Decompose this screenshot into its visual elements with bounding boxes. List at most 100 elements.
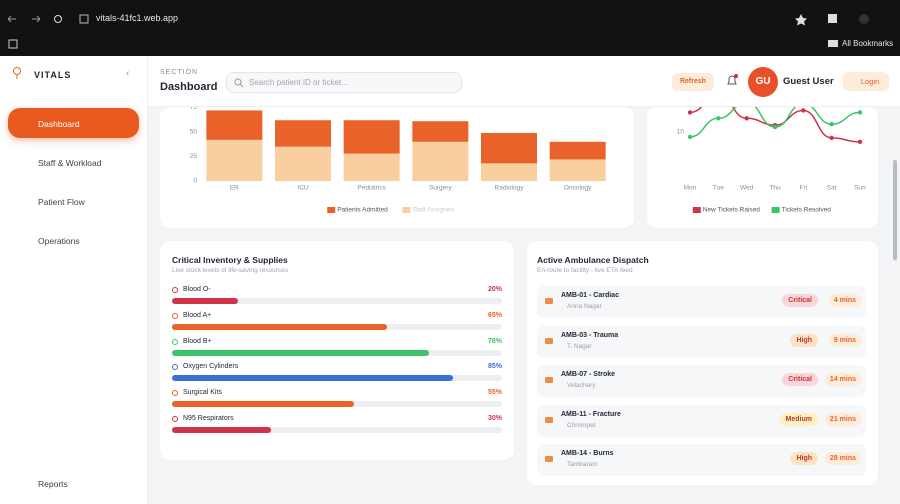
card-title: Critical Inventory & Supplies [172,255,288,265]
dispatch-row[interactable]: AMB-03 - Trauma T. Nagar High 9 mins [537,325,866,358]
url[interactable]: vitals-41fc1.web.app [96,13,179,23]
x-tick-label: ER [230,185,239,192]
scrollbar[interactable] [893,160,897,260]
item-name: Blood O- [183,286,211,293]
x-tick-label: Thu [769,185,781,192]
section-label: SECTION [160,69,199,76]
unit: AMB-01 - Cardiac [561,292,619,299]
nav-item[interactable]: Operations [38,236,80,246]
progress-track [172,298,502,304]
nav-item[interactable]: Patient Flow [38,197,85,207]
ambulance-icon [545,298,553,304]
dispatch-row[interactable]: AMB-14 - Burns Tambaram High 28 mins [537,444,866,477]
progress-track [172,323,502,330]
dispatch-row[interactable]: AMB-07 - Stroke Velachery Critical 14 mins [537,365,866,398]
point [744,116,749,121]
item-icon [172,312,178,319]
login-button[interactable]: Login [843,72,889,91]
item-percent: 55% [487,389,502,397]
point [716,116,721,121]
eta: 14 mins [824,373,861,387]
legend-label: New Tickets Raised [703,207,760,214]
x-tick-label: Pediatrics [357,185,386,192]
progress-fill [172,298,238,304]
search-placeholder: Search patient ID or ticket... [249,78,348,87]
point [857,139,863,144]
collapse[interactable]: ‹ [126,68,130,79]
bar-segment [275,120,331,147]
nav-item[interactable]: Dashboard [8,108,139,138]
point [857,110,863,115]
x-tick-label: Sun [854,185,866,192]
unit: AMB-14 - Burns [561,450,614,458]
progress-fill [172,427,271,433]
avatar[interactable]: GU [748,67,778,97]
area: T. Nagar [567,342,592,350]
point [772,124,778,130]
x-tick-label: Tue [713,185,724,192]
bell[interactable] [726,74,738,88]
item-icon [172,390,178,397]
browser-icons [7,14,869,49]
y-tick-label: 0 [193,178,197,185]
legend-label: Tickets Resolved [782,207,832,214]
sidebar: VITALS ‹ Reports Dashboard Staff & Worklo… [0,56,148,504]
y-tick-label: 25 [190,153,198,160]
progress-fill [172,401,354,408]
legend-swatch [692,207,701,213]
eta: 28 mins [824,452,861,466]
legend-label: Patients Admitted [337,207,388,214]
eta: 21 mins [824,412,861,426]
item-name: N95 Respirators [183,415,234,422]
browser-bar: vitals-41fc1.web.app All Bookmarks [0,0,900,56]
x-tick-label: Radiology [495,185,525,192]
priority: Medium [779,412,818,426]
priority: Critical [782,294,818,307]
header: SECTION Dashboard Search patient ID or t… [148,56,900,107]
bar-segment [549,141,606,160]
point [687,134,693,140]
item-icon [172,287,178,293]
item-name: Blood A+ [183,311,212,319]
progress-fill [172,375,453,382]
eta: 9 mins [828,333,861,347]
legend-swatch [327,207,336,213]
bar-segment [206,110,263,140]
bar-segment [275,146,331,181]
item-icon [172,364,178,371]
item-name: Blood B+ [183,337,212,345]
ambulance-icon [545,456,553,463]
bar-segment [206,139,263,181]
search[interactable]: Search patient ID or ticket... [226,72,462,93]
nav-item[interactable]: Staff & Workload [38,158,102,168]
bar-segment [481,132,537,164]
item-percent: 30% [487,415,502,422]
dispatch-row[interactable]: AMB-01 - Cardiac Anna Nagar Critical 4 mins [537,286,866,318]
y-tick-label: 10 [677,129,685,136]
progress-fill [172,323,387,330]
y-tick-label: 50 [190,129,198,136]
x-tick-label: Oncology [564,185,592,192]
inventory-card: Critical Inventory & Supplies Live stock… [160,241,514,460]
point [829,135,834,141]
page-title: Dashboard [160,81,218,93]
bookmarks[interactable]: All Bookmarks [842,39,894,48]
tickets-chart: 10 Mon Tue Wed Thu Fri Sat Sun New Tickets Raise… [647,107,878,228]
item-percent: 20% [487,286,502,293]
x-tick-label: Sat [827,185,837,192]
unit: AMB-03 - Trauma [561,331,619,339]
dispatch-row[interactable]: AMB-11 - Fracture Chrompet Medium 21 mins [537,404,866,437]
area: Tambaram [567,461,598,469]
bar-segment [412,141,469,181]
nav-item[interactable]: Reports [38,479,68,489]
legend-label: Staff Assigned [412,207,454,214]
x-tick-label: Mon [684,185,697,192]
refresh-button[interactable]: Refresh [672,73,714,91]
eta: 4 mins [828,294,861,307]
progress-track [172,427,502,433]
item-percent: 65% [487,311,502,319]
bar-segment [481,163,537,181]
bar-segment [549,159,606,181]
x-tick-label: ICU [297,185,309,192]
